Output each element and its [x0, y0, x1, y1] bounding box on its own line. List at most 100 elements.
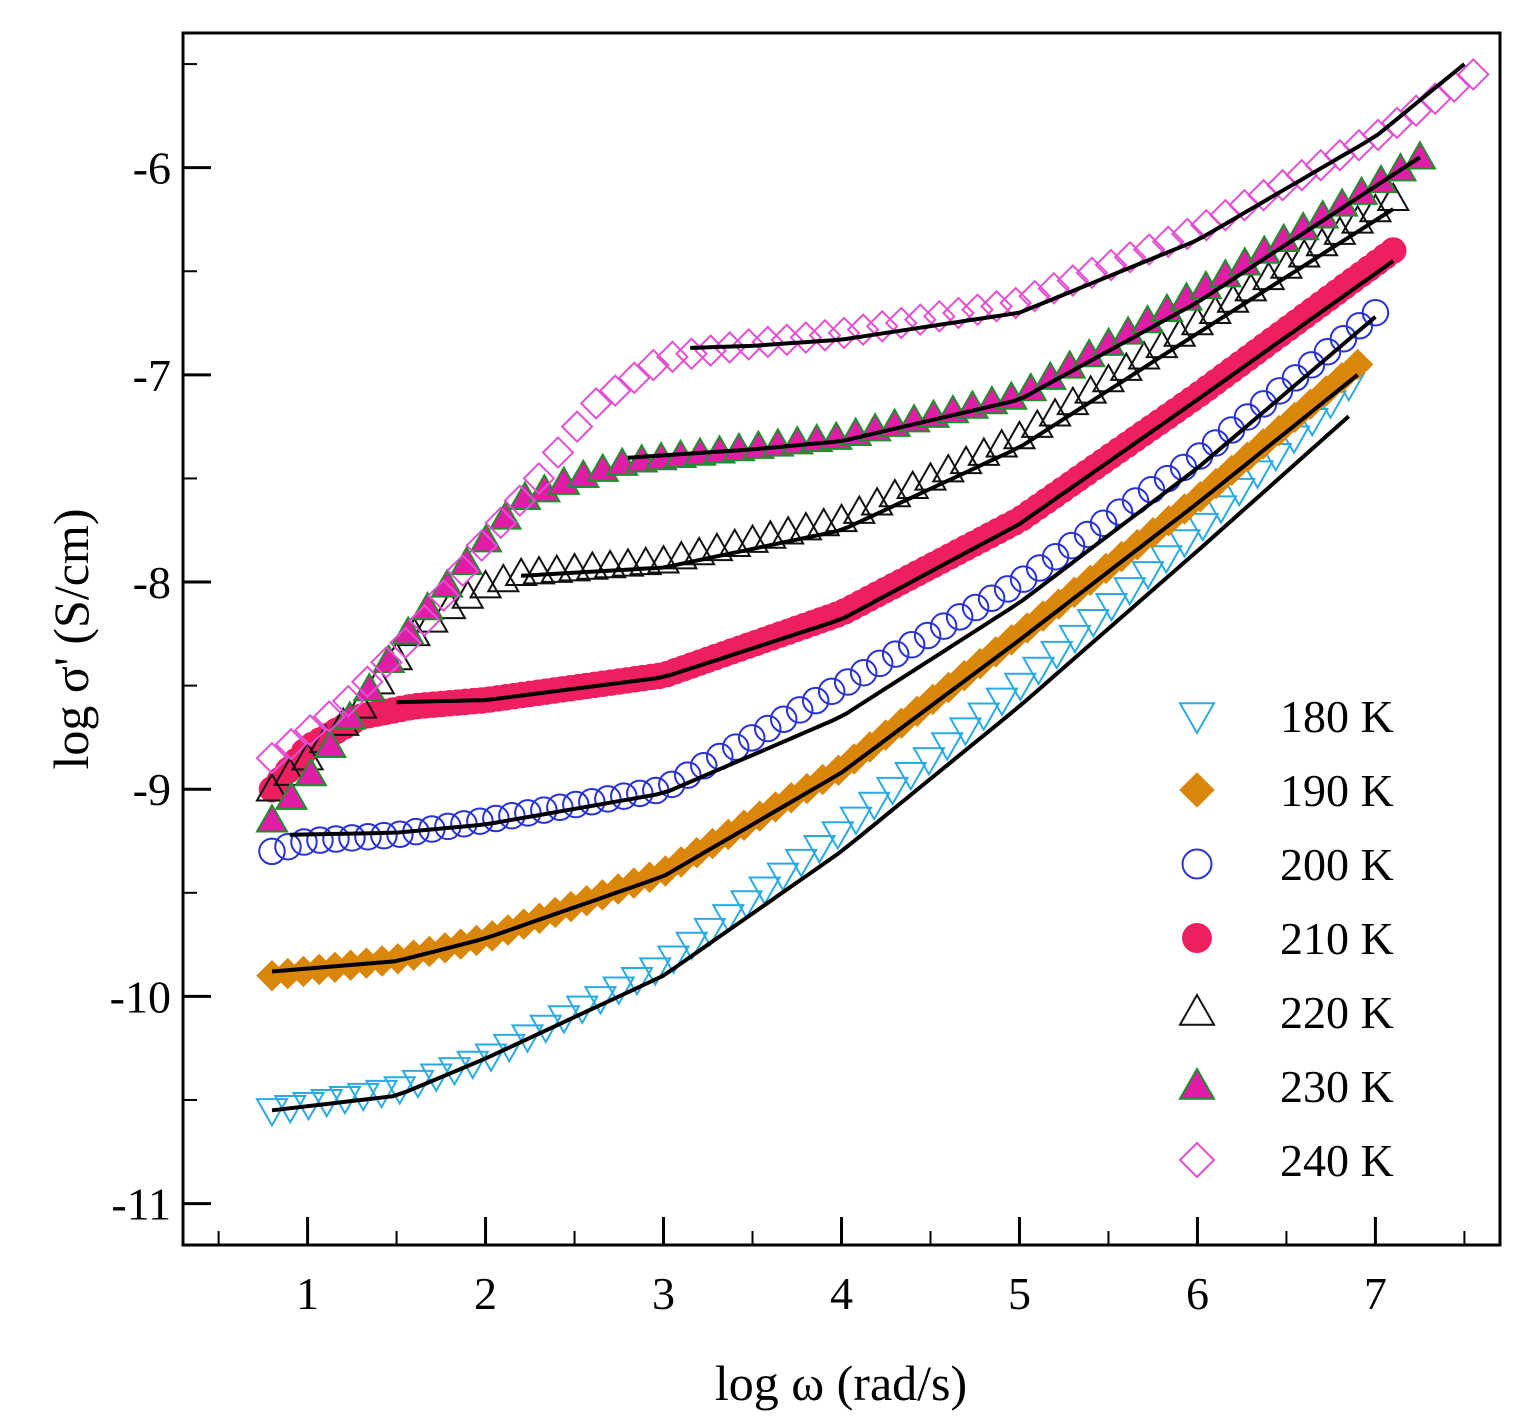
data-point	[961, 593, 990, 622]
data-point	[620, 966, 654, 997]
legend-marker	[1182, 923, 1212, 953]
data-point	[465, 529, 499, 562]
data-point	[721, 733, 750, 761]
data-point	[1076, 608, 1110, 639]
data-point	[484, 506, 518, 540]
data-point	[1021, 656, 1056, 687]
data-point	[1057, 531, 1086, 560]
data-point	[1058, 624, 1092, 655]
legend-item: 240 K	[1178, 1135, 1394, 1186]
x-tick-label: 2	[474, 1268, 497, 1319]
legend: 180 K 190 K 200 K 210 K 220 K 230 K 240 K	[1178, 691, 1394, 1186]
y-tick-label: -7	[133, 350, 171, 401]
fit-line	[271, 414, 1351, 1113]
data-point	[322, 825, 350, 853]
fit-line	[627, 155, 1421, 460]
data-marks	[255, 58, 1490, 1128]
data-point	[274, 780, 309, 810]
data-point	[1075, 256, 1109, 290]
data-point	[865, 309, 899, 343]
data-point	[294, 757, 328, 787]
data-point	[255, 772, 289, 802]
fit-line	[690, 62, 1466, 350]
data-point	[1003, 672, 1037, 702]
x-tick-label: 7	[1364, 1268, 1387, 1319]
data-point	[1456, 58, 1490, 91]
data-point	[258, 837, 286, 866]
data-point	[751, 325, 785, 359]
data-point	[690, 752, 718, 780]
data-point	[865, 649, 894, 678]
data-point	[785, 696, 814, 724]
data-point	[350, 665, 384, 699]
data-point	[1094, 248, 1128, 282]
fit-line	[396, 259, 1395, 705]
data-point	[948, 717, 983, 747]
data-point	[492, 1033, 526, 1064]
legend-item: 220 K	[1178, 987, 1394, 1038]
data-point	[929, 612, 958, 640]
data-point	[1149, 545, 1183, 575]
data-point	[364, 1079, 399, 1110]
legend-item: 180 K	[1178, 691, 1394, 742]
x-tick-label: 6	[1186, 1268, 1209, 1319]
data-point	[331, 684, 365, 718]
data-point	[846, 313, 880, 347]
legend-item: 190 K	[1179, 765, 1394, 816]
legend-item: 230 K	[1178, 1061, 1394, 1112]
data-point	[913, 621, 942, 650]
data-point	[993, 575, 1022, 603]
x-tick-label: 5	[1008, 1268, 1031, 1319]
data-point	[389, 626, 422, 660]
data-point	[897, 631, 926, 659]
data-point	[1113, 240, 1147, 274]
legend-item: 200 K	[1181, 839, 1394, 890]
data-point	[808, 318, 842, 352]
data-point	[510, 1024, 545, 1054]
data-point	[737, 724, 766, 752]
fit-lines	[271, 62, 1466, 1113]
data-point	[274, 832, 302, 861]
data-point	[789, 321, 823, 354]
data-point	[1040, 640, 1074, 671]
data-point	[1167, 529, 1202, 559]
data-point	[1186, 512, 1220, 543]
data-point	[557, 552, 592, 582]
data-point	[817, 677, 846, 706]
data-point	[930, 732, 964, 762]
data-point	[903, 303, 937, 337]
data-point	[769, 705, 798, 733]
data-point	[912, 747, 946, 777]
data-point	[656, 340, 689, 374]
data-point	[884, 306, 918, 340]
data-point	[821, 821, 855, 851]
data-point	[1132, 233, 1166, 266]
fit-line	[520, 207, 1395, 578]
y-tick-label: -9	[133, 764, 171, 815]
legend-label: 190 K	[1280, 765, 1394, 816]
data-point	[675, 931, 709, 961]
data-point	[713, 331, 747, 364]
data-point	[372, 643, 406, 674]
data-point	[729, 890, 764, 920]
data-point	[1037, 271, 1071, 305]
data-point	[370, 821, 398, 850]
data-point	[617, 361, 651, 395]
data-point	[427, 579, 461, 612]
data-point	[290, 828, 318, 856]
data-point	[437, 1057, 472, 1087]
data-point	[522, 462, 556, 495]
data-point	[881, 640, 910, 668]
data-point	[1131, 561, 1165, 591]
data-point	[849, 658, 878, 687]
data-point	[541, 436, 575, 469]
data-point	[312, 700, 346, 733]
data-point	[1025, 554, 1054, 582]
data-point	[801, 686, 830, 715]
data-point	[980, 289, 1014, 323]
data-point	[344, 689, 378, 719]
data-point	[1041, 543, 1070, 571]
data-point	[693, 917, 727, 948]
legend-marker	[1178, 1066, 1216, 1100]
